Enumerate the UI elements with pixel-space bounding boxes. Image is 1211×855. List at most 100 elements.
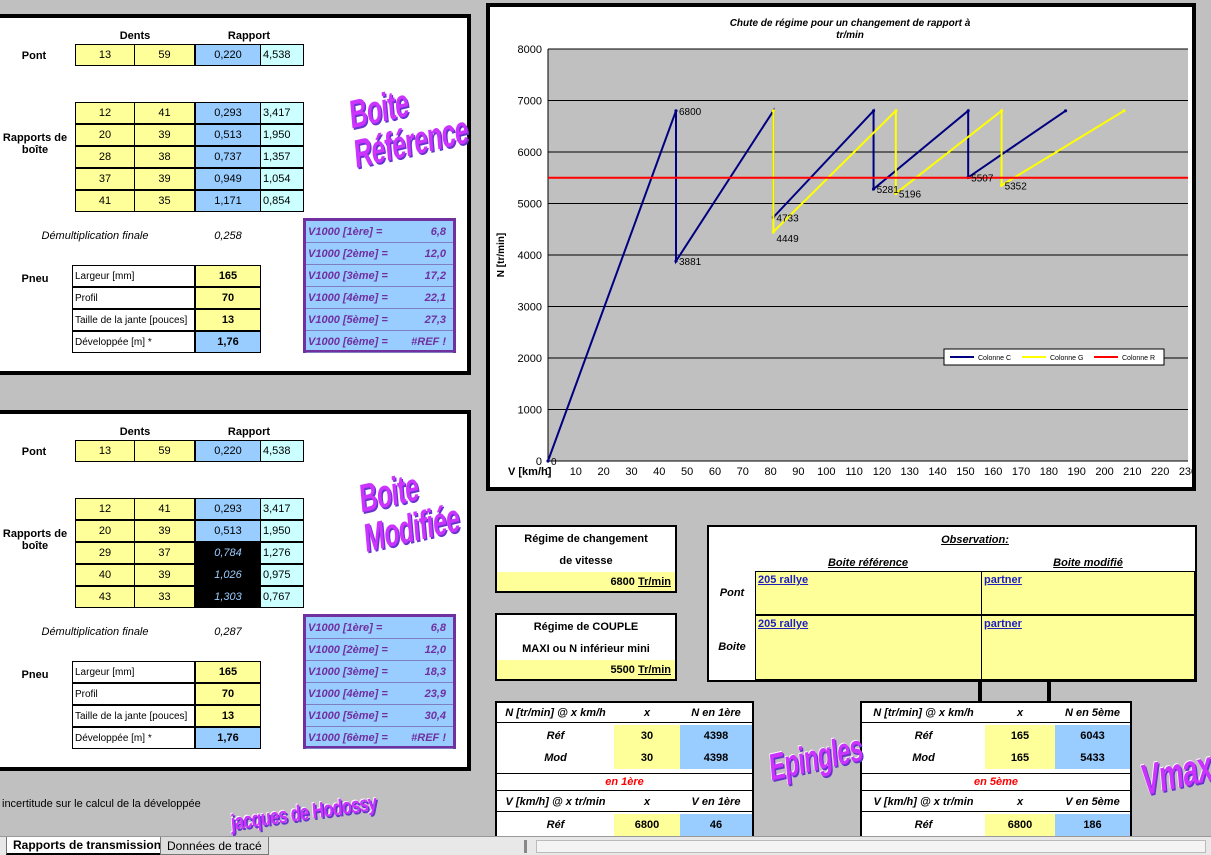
mod-pont-cell[interactable]: 13 bbox=[75, 440, 135, 462]
ref-pneu-value[interactable]: 13 bbox=[195, 309, 261, 331]
epingles-row-result[interactable]: 46 bbox=[680, 814, 752, 836]
ref-pont-cell[interactable]: 4,538 bbox=[260, 44, 304, 66]
ref-gear-ratio[interactable]: 0,737 bbox=[195, 146, 261, 168]
vmax-row-result[interactable]: 186 bbox=[1055, 814, 1130, 836]
mod-gear-teeth[interactable]: 20 bbox=[75, 520, 135, 542]
ref-gear-teeth[interactable]: 20 bbox=[75, 124, 135, 146]
ref-v1000-row[interactable]: V1000 [4ème] = 22,1 bbox=[306, 287, 453, 309]
v1000-label: V1000 [6ème] = bbox=[308, 335, 388, 348]
ref-gear-inverse[interactable]: 3,417 bbox=[260, 102, 304, 124]
mod-pont-cell[interactable]: 4,538 bbox=[260, 440, 304, 462]
epingles-row-result[interactable]: 4398 bbox=[680, 747, 752, 769]
observation-cell[interactable]: partner bbox=[981, 615, 1195, 680]
ref-gear-teeth[interactable]: 39 bbox=[134, 124, 195, 146]
epingles-row-x[interactable]: 6800 bbox=[614, 814, 680, 836]
ref-v1000-row[interactable]: V1000 [3ème] = 17,2 bbox=[306, 265, 453, 287]
mod-pneu-value[interactable]: 70 bbox=[195, 683, 261, 705]
ref-gear-inverse[interactable]: 1,950 bbox=[260, 124, 304, 146]
v1000-value: 6,8 bbox=[430, 621, 446, 634]
mod-gear-ratio[interactable]: 0,513 bbox=[195, 520, 261, 542]
mod-gear-inverse[interactable]: 1,276 bbox=[260, 542, 304, 564]
tab-rapports-transmission[interactable]: Rapports de transmission bbox=[6, 837, 169, 855]
vmax-row-result[interactable]: 6043 bbox=[1055, 725, 1130, 747]
mod-gear-teeth[interactable]: 40 bbox=[75, 564, 135, 586]
mod-v1000-row[interactable]: V1000 [3ème] = 18,3 bbox=[306, 661, 453, 683]
mod-pneu-value[interactable]: 1,76 bbox=[195, 727, 261, 749]
mod-gear-inverse[interactable]: 1,950 bbox=[260, 520, 304, 542]
observation-cell[interactable]: 205 rallye bbox=[755, 571, 982, 615]
tab-scroll-separator[interactable] bbox=[524, 840, 527, 853]
ref-gear-teeth[interactable]: 28 bbox=[75, 146, 135, 168]
ref-gear-inverse[interactable]: 1,357 bbox=[260, 146, 304, 168]
v1000-value: #REF ! bbox=[411, 335, 446, 348]
mod-gear-ratio[interactable]: 0,293 bbox=[195, 498, 261, 520]
mod-gear-teeth[interactable]: 41 bbox=[134, 498, 195, 520]
ref-pneu-value[interactable]: 70 bbox=[195, 287, 261, 309]
ref-v1000-row[interactable]: V1000 [5ème] = 27,3 bbox=[306, 309, 453, 331]
regime-value-cell[interactable]: 6800 Tr/min bbox=[497, 572, 675, 591]
mod-pneu-value[interactable]: 165 bbox=[195, 661, 261, 683]
mod-v1000-row[interactable]: V1000 [2ème] = 12,0 bbox=[306, 639, 453, 661]
ref-v1000-row[interactable]: V1000 [2ème] = 12,0 bbox=[306, 243, 453, 265]
v1000-value: 23,9 bbox=[424, 687, 446, 700]
observation-cell[interactable]: 205 rallye bbox=[755, 615, 982, 680]
ref-gear-teeth[interactable]: 12 bbox=[75, 102, 135, 124]
mod-gear-teeth[interactable]: 29 bbox=[75, 542, 135, 564]
ref-pont-cell[interactable]: 59 bbox=[134, 44, 195, 66]
ref-gear-teeth[interactable]: 38 bbox=[134, 146, 195, 168]
epingles-row-x[interactable]: 30 bbox=[614, 747, 680, 769]
ref-gear-inverse[interactable]: 0,854 bbox=[260, 190, 304, 212]
couple-subtitle: MAXI ou N inférieur mini bbox=[522, 643, 650, 655]
mod-gear-teeth[interactable]: 12 bbox=[75, 498, 135, 520]
vmax-row-x[interactable]: 6800 bbox=[985, 814, 1055, 836]
mod-v1000-row[interactable]: V1000 [5ème] = 30,4 bbox=[306, 705, 453, 727]
ref-gear-teeth[interactable]: 41 bbox=[134, 102, 195, 124]
y-tick-label: 2000 bbox=[518, 353, 542, 365]
mod-gear-inverse[interactable]: 3,417 bbox=[260, 498, 304, 520]
mod-gear-teeth[interactable]: 43 bbox=[75, 586, 135, 608]
tab-donnees-trace[interactable]: Données de tracé bbox=[160, 837, 269, 855]
mod-gear-teeth[interactable]: 37 bbox=[134, 542, 195, 564]
mod-v1000-row[interactable]: V1000 [1ère] = 6,8 bbox=[306, 617, 453, 639]
mod-v1000-row[interactable]: V1000 [4ème] = 23,9 bbox=[306, 683, 453, 705]
ref-gear-ratio[interactable]: 0,513 bbox=[195, 124, 261, 146]
mod-gear-teeth[interactable]: 39 bbox=[134, 564, 195, 586]
ref-v1000-row[interactable]: V1000 [1ère] = 6,8 bbox=[306, 221, 453, 243]
ref-gear-ratio[interactable]: 0,949 bbox=[195, 168, 261, 190]
v1000-label: V1000 [5ème] = bbox=[308, 709, 388, 722]
vmax-row-x[interactable]: 165 bbox=[985, 725, 1055, 747]
vmax-row-result[interactable]: 5433 bbox=[1055, 747, 1130, 769]
vmax-row-x[interactable]: 165 bbox=[985, 747, 1055, 769]
mod-pont-cell[interactable]: 59 bbox=[134, 440, 195, 462]
ref-pont-cell[interactable]: 13 bbox=[75, 44, 135, 66]
ref-pont-cell[interactable]: 0,220 bbox=[195, 44, 261, 66]
horizontal-scrollbar[interactable] bbox=[536, 840, 1206, 853]
mod-v1000-row[interactable]: V1000 [6ème] = #REF ! bbox=[306, 727, 453, 749]
epingles-row-result[interactable]: 4398 bbox=[680, 725, 752, 747]
x-tick-label: 60 bbox=[709, 466, 721, 478]
ref-gear-teeth[interactable]: 37 bbox=[75, 168, 135, 190]
mod-gear-ratio[interactable]: 1,303 bbox=[195, 586, 261, 608]
ref-pneu-value[interactable]: 1,76 bbox=[195, 331, 261, 353]
mod-demult-value: 0,287 bbox=[214, 626, 242, 638]
ref-gear-inverse[interactable]: 1,054 bbox=[260, 168, 304, 190]
ref-pneu-value[interactable]: 165 bbox=[195, 265, 261, 287]
observation-cell[interactable]: partner bbox=[981, 571, 1195, 615]
ref-gear-ratio[interactable]: 1,171 bbox=[195, 190, 261, 212]
mod-gear-inverse[interactable]: 0,975 bbox=[260, 564, 304, 586]
epingles-row-x[interactable]: 30 bbox=[614, 725, 680, 747]
mod-pont-cell[interactable]: 0,220 bbox=[195, 440, 261, 462]
mod-gear-ratio[interactable]: 0,784 bbox=[195, 542, 261, 564]
ref-gear-teeth[interactable]: 39 bbox=[134, 168, 195, 190]
v1000-value: #REF ! bbox=[411, 731, 446, 744]
ref-v1000-row[interactable]: V1000 [6ème] = #REF ! bbox=[306, 331, 453, 353]
mod-gear-teeth[interactable]: 39 bbox=[134, 520, 195, 542]
ref-gear-teeth[interactable]: 41 bbox=[75, 190, 135, 212]
mod-gear-inverse[interactable]: 0,767 bbox=[260, 586, 304, 608]
couple-value-cell[interactable]: 5500 Tr/min bbox=[497, 660, 675, 679]
mod-pneu-value[interactable]: 13 bbox=[195, 705, 261, 727]
ref-gear-teeth[interactable]: 35 bbox=[134, 190, 195, 212]
mod-gear-ratio[interactable]: 1,026 bbox=[195, 564, 261, 586]
mod-gear-teeth[interactable]: 33 bbox=[134, 586, 195, 608]
ref-gear-ratio[interactable]: 0,293 bbox=[195, 102, 261, 124]
